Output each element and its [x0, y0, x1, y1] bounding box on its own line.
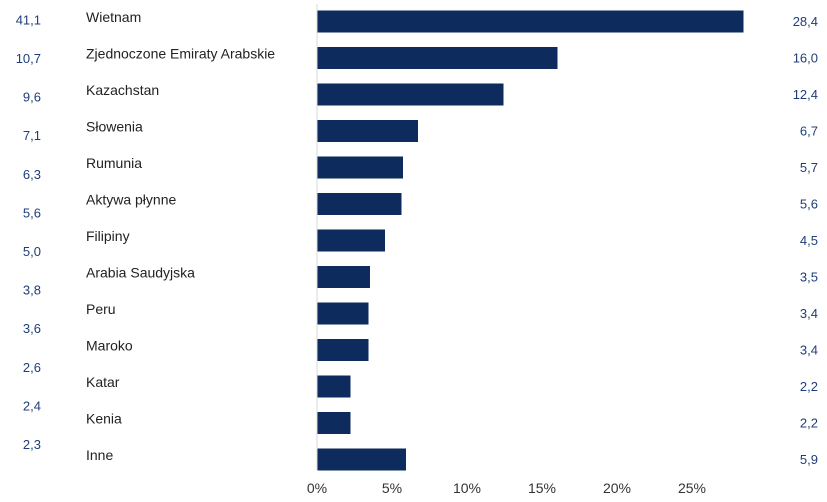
bar — [317, 266, 370, 288]
category-label: Aktywa płynne — [86, 192, 176, 208]
bar-value-label: 12,4 — [793, 87, 818, 102]
left-value-label: 3,8 — [23, 283, 41, 298]
bar-value-label: 4,5 — [800, 233, 818, 248]
left-value-label: 41,1 — [16, 12, 41, 27]
left-value-label: 2,6 — [23, 360, 41, 375]
bar-value-label: 6,7 — [800, 123, 818, 138]
x-tick-label: 25% — [678, 480, 706, 496]
category-label: Maroko — [86, 338, 133, 354]
category-labels: Wietnam Zjednoczone Emiraty Arabskie Kazac… — [86, 9, 275, 463]
category-label: Rumunia — [86, 155, 142, 171]
category-label: Peru — [86, 301, 116, 317]
bar — [317, 10, 744, 33]
bar-value-label: 3,4 — [800, 306, 818, 321]
category-label: Filipiny — [86, 228, 130, 244]
bar-value-label: 5,6 — [800, 196, 818, 211]
left-value-label: 9,6 — [23, 90, 41, 105]
bar — [317, 120, 418, 142]
left-value-label: 7,1 — [23, 128, 41, 143]
bar — [317, 412, 351, 434]
left-value-label: 2,4 — [23, 398, 41, 413]
x-tick-label: 0% — [307, 480, 327, 496]
bar — [317, 156, 403, 179]
bar — [317, 375, 351, 398]
bar-value-label: 3,4 — [800, 342, 818, 357]
left-value-label: 5,6 — [23, 205, 41, 220]
right-values-column: 28,4 16,0 12,4 6,7 5,7 5,6 4,5 3,5 3,4 3,4 2,2 2,2 5… — [793, 14, 818, 467]
bar — [317, 339, 369, 361]
x-axis-ticks: 0% 5% 10% 15% 20% 25% — [307, 480, 706, 496]
bars — [317, 10, 744, 471]
left-value-label: 5,0 — [23, 244, 41, 259]
bar-value-label: 16,0 — [793, 50, 818, 65]
bar — [317, 448, 406, 471]
bar — [317, 302, 369, 325]
x-tick-label: 20% — [603, 480, 631, 496]
bar — [317, 83, 504, 106]
bar — [317, 229, 385, 252]
bar-value-label: 3,5 — [800, 269, 818, 284]
category-label: Zjednoczone Emiraty Arabskie — [86, 46, 275, 62]
left-value-label: 2,3 — [23, 437, 41, 452]
category-label: Słowenia — [86, 119, 143, 135]
bar-value-label: 28,4 — [793, 14, 818, 29]
left-value-label: 6,3 — [23, 167, 41, 182]
category-label: Kenia — [86, 411, 122, 427]
bar — [317, 193, 402, 215]
bar-value-label: 2,2 — [800, 379, 818, 394]
left-value-label: 10,7 — [16, 51, 41, 66]
left-value-label: 3,6 — [23, 321, 41, 336]
x-tick-label: 10% — [453, 480, 481, 496]
x-tick-label: 5% — [382, 480, 402, 496]
category-label: Katar — [86, 374, 120, 390]
bar — [317, 47, 558, 69]
category-label: Arabia Saudyjska — [86, 265, 195, 281]
bar-value-label: 5,9 — [800, 452, 818, 467]
category-label: Kazachstan — [86, 82, 159, 98]
bar-value-label: 2,2 — [800, 415, 818, 430]
category-label: Inne — [86, 447, 113, 463]
category-label: Wietnam — [86, 9, 141, 25]
left-values-column: 41,1 10,7 9,6 7,1 6,3 5,6 5,0 3,8 3,6 2,6 2,4 2,3 — [16, 12, 41, 452]
x-tick-label: 15% — [528, 480, 556, 496]
bar-value-label: 5,7 — [800, 160, 818, 175]
